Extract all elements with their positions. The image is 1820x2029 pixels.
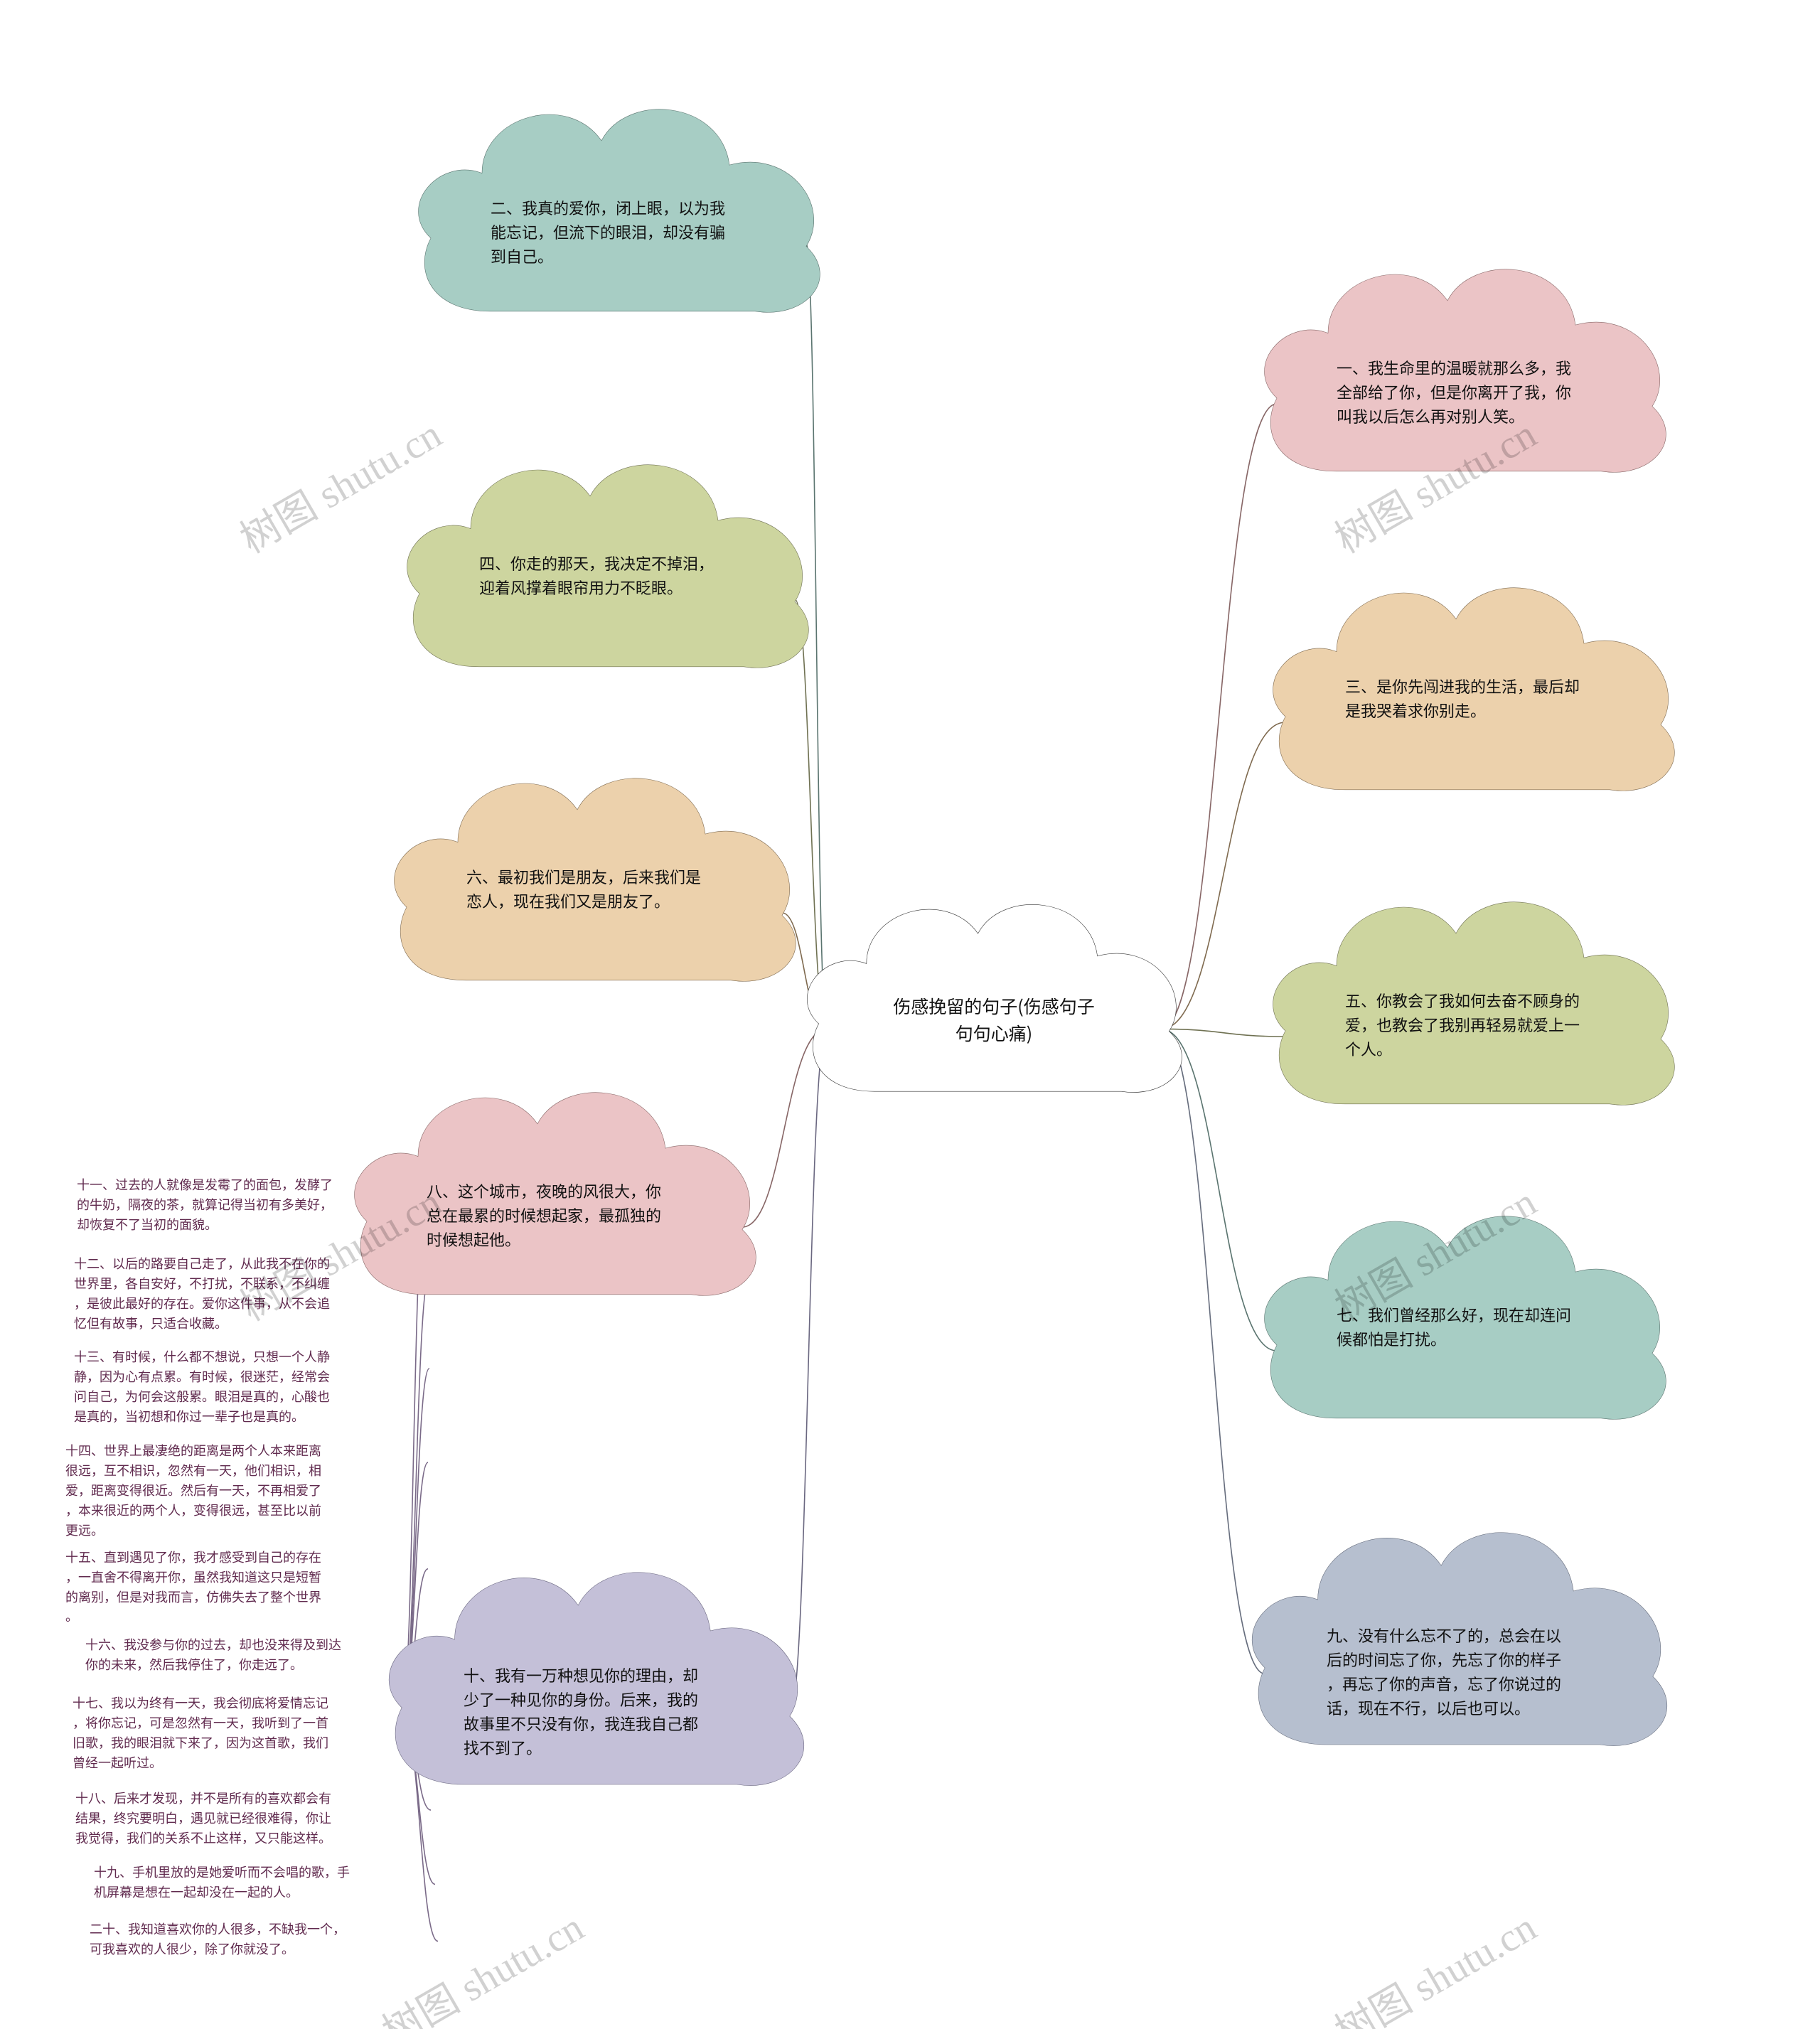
- cloud-node-n4: 四、你走的那天，我决定不掉泪， 迎着风撑着眼帘用力不眨眼。: [394, 423, 820, 707]
- text-node-n11: 十一、过去的人就像是发霉了的面包，发酵了 的牛奶，隔夜的茶，就算记得当初有多美好…: [77, 1175, 425, 1235]
- text-node-n15: 十五、直到遇见了你，我才感受到自己的存在 ，一直舍不得离开你，虽然我知道这只是短…: [65, 1548, 428, 1627]
- cloud-label: 五、你教会了我如何去奋不顾身的 爱，也教会了我别再轻易就爱上一 个人。: [1345, 988, 1601, 1061]
- text-node-n14: 十四、世界上最凄绝的距离是两个人本来距离 很远，互不相识，忽然有一天，他们相识，…: [65, 1441, 428, 1540]
- cloud-node-n6: 六、最初我们是朋友，后来我们是 恋人，现在我们又是朋友了。: [381, 737, 808, 1021]
- watermark: 树图 shutu.cn: [1323, 1896, 1546, 2029]
- cloud-node-n1: 一、我生命里的温暖就那么多，我 全部给了你，但是你离开了我，你 叫我以后怎么再对…: [1251, 227, 1678, 512]
- cloud-label: 七、我们曾经那么好，现在却连问 候都怕是打扰。: [1337, 1302, 1592, 1351]
- cloud-label: 二、我真的爱你，闭上眼，以为我 能忘记，但流下的眼泪，却没有骗 到自己。: [491, 196, 746, 268]
- cloud-label: 八、这个城市，夜晚的风很大，你 总在最累的时候想起家，最孤独的 时候想起他。: [427, 1179, 682, 1251]
- cloud-label: 六、最初我们是朋友，后来我们是 恋人，现在我们又是朋友了。: [466, 864, 722, 913]
- cloud-label: 四、你走的那天，我决定不掉泪， 迎着风撑着眼帘用力不眨眼。: [479, 551, 735, 599]
- text-node-n13: 十三、有时候，什么都不想说，只想一个人静 静，因为心有点累。有时候，很迷茫，经常…: [74, 1347, 429, 1427]
- cloud-node-n10: 十、我有一万种想见你的理由，却 少了一种见你的身份。后来，我的 故事里不只没有你…: [375, 1529, 816, 1827]
- cloud-label: 九、没有什么忘不了的，总会在以 后的时间忘了你，先忘了你的样子 ，再忘了你的声音…: [1327, 1623, 1591, 1720]
- cloud-label: 三、是你先闯进我的生活，最后却 是我哭着求你别走。: [1345, 674, 1601, 722]
- cloud-node-n2: 二、我真的爱你，闭上眼，以为我 能忘记，但流下的眼泪，却没有骗 到自己。: [405, 68, 832, 352]
- text-node-n16: 十六、我没参与你的过去，却也没来得及到达 你的未来，然后我停住了，你走远了。: [85, 1635, 434, 1675]
- cloud-node-n5: 五、你教会了我如何去奋不顾身的 爱，也教会了我别再轻易就爱上一 个人。: [1260, 860, 1686, 1145]
- cloud-label: 十、我有一万种想见你的理由，却 少了一种见你的身份。后来，我的 故事里不只没有你…: [464, 1663, 728, 1760]
- cloud-node-n7: 七、我们曾经那么好，现在却连问 候都怕是打扰。: [1251, 1174, 1678, 1459]
- cloud-label: 伤感挽留的句子(伤感句子 句句心痛): [882, 992, 1106, 1048]
- watermark: 树图 shutu.cn: [370, 1896, 593, 2029]
- text-node-n18: 十八、后来才发现，并不是所有的喜欢都会有 结果，终究要明白，遇见就已经很难得，你…: [75, 1789, 431, 1848]
- cloud-node-n9: 九、没有什么忘不了的，总会在以 后的时间忘了你，先忘了你的样子 ，再忘了你的声音…: [1238, 1489, 1679, 1787]
- text-node-n12: 十二、以后的路要自己走了，从此我不在你的 世界里，各自安好，不打扰，不联系，不纠…: [74, 1254, 429, 1334]
- cloud-label: 一、我生命里的温暖就那么多，我 全部给了你，但是你离开了我，你 叫我以后怎么再对…: [1337, 355, 1592, 428]
- text-node-n19: 十九、手机里放的是她爱听而不会唱的歌，手 机屏幕是想在一起却没在一起的人。: [94, 1863, 435, 1902]
- text-node-n17: 十七、我以为终有一天，我会彻底将爱情忘记 ，将你忘记，可是忽然有一天，我听到了一…: [73, 1693, 428, 1773]
- cloud-node-n3: 三、是你先闯进我的生活，最后却 是我哭着求你别走。: [1260, 546, 1686, 830]
- mindmap-canvas: 伤感挽留的句子(伤感句子 句句心痛) 二、我真的爱你，闭上眼，以为我 能忘记，但流…: [0, 0, 1820, 2029]
- text-node-n20: 二十、我知道喜欢你的人很多，不缺我一个， 可我喜欢的人很少，除了你就没了。: [90, 1920, 438, 1959]
- cloud-node-center: 伤感挽留的句子(伤感句子 句句心痛): [795, 866, 1193, 1129]
